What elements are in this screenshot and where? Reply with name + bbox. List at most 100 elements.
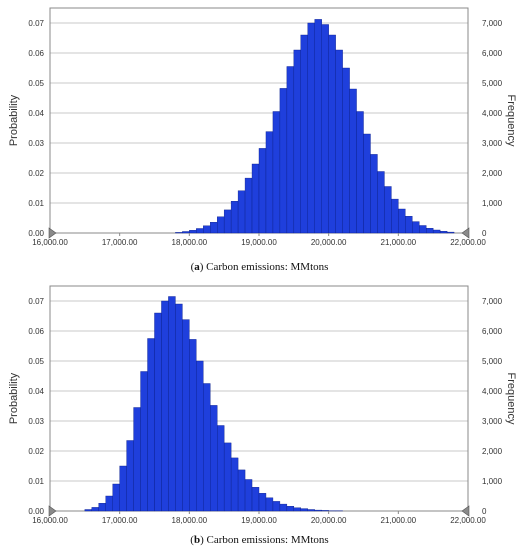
left-tick-label: 0.07 <box>28 297 44 306</box>
right-tick-label: 2,000 <box>482 447 503 456</box>
caption-b: (b) Carbon emissions: MMtons <box>190 534 329 546</box>
x-tick-label: 16,000.00 <box>32 516 68 525</box>
histogram-bar <box>237 190 246 234</box>
histogram-bar <box>286 66 295 234</box>
x-tick-label: 22,000.00 <box>450 238 486 247</box>
left-tick-label: 0.03 <box>28 417 44 426</box>
histogram-bar <box>321 510 329 512</box>
histogram-bar <box>154 312 162 512</box>
histogram-bar <box>119 465 127 512</box>
histogram-bar <box>196 228 204 234</box>
histogram-bar <box>342 67 350 234</box>
x-tick-label: 22,000.00 <box>450 516 486 525</box>
histogram-bar <box>210 221 218 234</box>
histogram-chart-a: 0.00 0.01 0.02 0.03 0.04 0.05 0.06 0.07 0 1,000 2,… <box>8 7 517 247</box>
x-tick-label: 18,000.00 <box>172 238 208 247</box>
histogram-bar <box>300 508 308 512</box>
histogram-bar <box>446 231 455 234</box>
histogram-bar <box>251 163 260 234</box>
histogram-bar <box>314 19 322 234</box>
histogram-bar <box>98 502 106 512</box>
histogram-bar <box>140 371 148 512</box>
right-tick-label: 1,000 <box>482 199 503 208</box>
caption-a-text: Carbon emissions: MMtons <box>206 261 329 273</box>
histogram-panel-a: 0.00 0.01 0.02 0.03 0.04 0.05 0.06 0.07 0 1,000 2,… <box>0 0 519 255</box>
histogram-bar <box>105 495 113 512</box>
right-tick-label: 4,000 <box>482 387 503 396</box>
histogram-bar <box>328 34 336 234</box>
histogram-bar <box>419 225 427 234</box>
histogram-bar <box>314 509 322 512</box>
histogram-bar <box>182 231 190 234</box>
left-range-handle-icon[interactable] <box>48 505 57 517</box>
left-range-handle-icon[interactable] <box>48 227 57 239</box>
histogram-bar <box>182 319 190 512</box>
histogram-bar <box>223 209 232 234</box>
right-range-handle-icon[interactable] <box>461 227 470 239</box>
left-tick-label: 0.04 <box>28 109 44 118</box>
right-axis-title: Frequency <box>505 95 517 147</box>
right-axis-title: Frequency <box>505 373 517 425</box>
histogram-bar <box>356 111 364 234</box>
histogram-bar <box>133 407 141 512</box>
caption-b-text: Carbon emissions: MMtons <box>206 534 329 546</box>
x-tick-label: 16,000.00 <box>32 238 68 247</box>
histogram-bar <box>189 339 197 512</box>
histogram-bar <box>91 507 99 512</box>
histogram-bar <box>147 338 155 512</box>
histogram-bar <box>335 49 343 234</box>
histogram-bar <box>272 111 281 234</box>
x-tick-label: 21,000.00 <box>381 516 417 525</box>
histogram-panel-b: 0.00 0.01 0.02 0.03 0.04 0.05 0.06 0.07 0 1,000 2,… <box>0 278 519 533</box>
histogram-bar <box>307 22 315 234</box>
left-tick-label: 0.03 <box>28 139 44 148</box>
histogram-bar <box>377 171 385 234</box>
right-tick-label: 1,000 <box>482 477 503 486</box>
histogram-bar <box>203 383 211 512</box>
histogram-bar <box>363 133 371 234</box>
histogram-bar <box>279 503 288 512</box>
histogram-bar <box>168 296 176 512</box>
x-tick-label: 20,000.00 <box>311 516 347 525</box>
left-tick-label: 0.00 <box>28 507 44 516</box>
histogram-bar <box>161 300 169 512</box>
left-tick-label: 0.00 <box>28 229 44 238</box>
left-tick-label: 0.02 <box>28 447 44 456</box>
right-tick-label: 4,000 <box>482 109 503 118</box>
histogram-bar <box>251 487 260 512</box>
histogram-bar <box>272 501 281 512</box>
histogram-bar <box>293 49 302 234</box>
histogram-bar <box>300 34 308 234</box>
left-tick-label: 0.01 <box>28 477 44 486</box>
histogram-bar <box>189 230 197 234</box>
right-tick-label: 6,000 <box>482 327 503 336</box>
histogram-bar <box>321 24 329 234</box>
x-tick-label: 19,000.00 <box>241 516 277 525</box>
histogram-bar <box>230 457 239 512</box>
histogram-bar <box>196 360 204 512</box>
right-tick-label: 2,000 <box>482 169 503 178</box>
histogram-bar <box>203 225 211 234</box>
histogram-bar <box>258 148 267 234</box>
histogram-bar <box>126 440 134 512</box>
histogram-bar <box>265 131 274 234</box>
histogram-bar <box>210 405 218 512</box>
x-tick-label: 21,000.00 <box>381 238 417 247</box>
histogram-bar <box>237 469 246 512</box>
right-tick-label: 0 <box>482 507 487 516</box>
left-tick-label: 0.07 <box>28 19 44 28</box>
right-tick-label: 7,000 <box>482 297 503 306</box>
histogram-bar <box>258 493 267 512</box>
histogram-chart-b: 0.00 0.01 0.02 0.03 0.04 0.05 0.06 0.07 0 1,000 2,… <box>8 285 517 525</box>
left-tick-label: 0.05 <box>28 79 44 88</box>
histogram-bar <box>286 505 295 512</box>
histogram-bar <box>265 497 274 512</box>
histogram-bar <box>398 208 406 234</box>
histogram-bar <box>230 200 239 234</box>
histogram-bar <box>279 88 288 234</box>
right-tick-label: 6,000 <box>482 49 503 58</box>
histogram-bar <box>223 442 232 512</box>
right-range-handle-icon[interactable] <box>461 505 470 517</box>
right-tick-label: 5,000 <box>482 357 503 366</box>
histogram-bar <box>216 216 225 234</box>
